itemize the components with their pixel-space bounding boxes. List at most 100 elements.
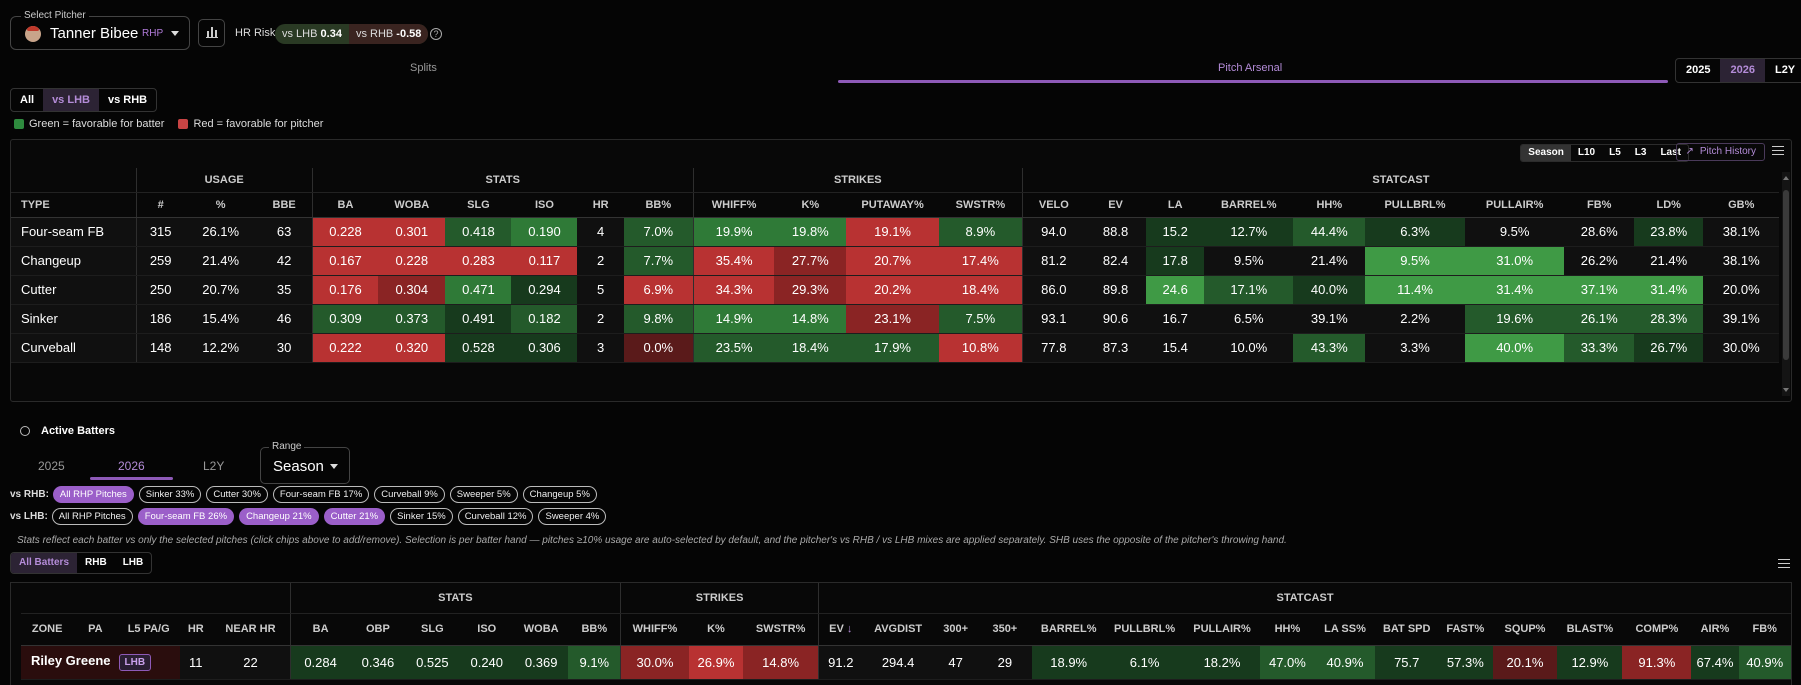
bar-chart-button[interactable] <box>198 19 225 47</box>
tab-pitch-arsenal[interactable]: Pitch Arsenal <box>1218 62 1283 74</box>
col-bat-spd[interactable]: BAT SPD <box>1375 613 1439 646</box>
col-ba[interactable]: BA <box>289 613 351 646</box>
col-pullbrlpct[interactable]: PULLBRL% <box>1365 192 1465 218</box>
col-slg[interactable]: SLG <box>445 192 512 218</box>
col-swstrpct[interactable]: SWSTR% <box>938 192 1023 218</box>
batter-filter-lhb[interactable]: LHB <box>122 557 144 568</box>
batter-name[interactable]: Riley Greene <box>31 653 111 668</box>
period-season[interactable]: Season <box>1521 145 1571 161</box>
chip-all-rhp-pitches[interactable]: All RHP Pitches <box>51 508 133 525</box>
col-hr[interactable]: HR <box>577 192 624 218</box>
col-barrelpct[interactable]: BARREL% <box>1032 613 1106 646</box>
chip-all-rhp-pitches[interactable]: All RHP Pitches <box>52 486 134 503</box>
col-near-hr[interactable]: NEAR HR <box>211 613 290 646</box>
chip-cutter-21pct[interactable]: Cutter 21% <box>323 508 386 525</box>
col-type[interactable]: TYPE <box>11 192 137 218</box>
col-bbpct[interactable]: BB% <box>568 613 621 646</box>
chip-sinker-15pct[interactable]: Sinker 15% <box>390 508 453 525</box>
col-swstrpct[interactable]: SWSTR% <box>743 613 819 646</box>
batter-filter-rhb[interactable]: RHB <box>85 557 107 568</box>
chip-sweeper-4pct[interactable]: Sweeper 4% <box>538 508 607 525</box>
col-airpct[interactable]: AIR% <box>1691 613 1739 646</box>
col-blastpct[interactable]: BLAST% <box>1557 613 1623 646</box>
chip-four-seam-fb-26pct[interactable]: Four-seam FB 26% <box>137 508 235 525</box>
period-last[interactable]: Last <box>1660 147 1681 158</box>
scrollbar[interactable] <box>1782 172 1790 396</box>
col-woba[interactable]: WOBA <box>513 613 569 646</box>
table-row[interactable]: Curveball 148 12.2% 30 0.222 0.320 0.528 0.306 3… <box>11 333 1779 363</box>
col-la-sspct[interactable]: LA SS% <box>1314 613 1376 646</box>
col-bbe[interactable]: BBE <box>256 192 313 218</box>
col-avgdist[interactable]: AVGDIST <box>862 613 934 646</box>
table-row[interactable]: Riley Greene LHB 11 22 0.284 0.346 0.525 0.240 0… <box>21 645 1791 680</box>
col-kpct[interactable]: K% <box>688 613 744 646</box>
chip-four-seam-fb-17pct[interactable]: Four-seam FB 17% <box>272 486 370 503</box>
year-l2y[interactable]: L2Y <box>1774 64 1796 76</box>
col-ba[interactable]: BA <box>311 192 379 218</box>
chip-changeup-21pct[interactable]: Changeup 21% <box>239 508 319 525</box>
col-ldpct[interactable]: LD% <box>1633 192 1704 218</box>
col-whiffpct[interactable]: WHIFF% <box>692 192 775 218</box>
settings-sliders-icon[interactable] <box>1778 559 1790 569</box>
col-300[interactable]: 300+ <box>933 613 978 646</box>
col-zone[interactable]: ZONE <box>21 613 74 646</box>
period-l5[interactable]: L5 <box>1609 147 1621 158</box>
col-kpct[interactable]: K% <box>774 192 847 218</box>
hand-vs-lhb[interactable]: vs LHB <box>43 89 99 111</box>
col-hr[interactable]: HR <box>180 613 212 646</box>
chip-cutter-30pct[interactable]: Cutter 30% <box>206 486 268 503</box>
col-[interactable]: # <box>135 192 185 218</box>
col-putawaypct[interactable]: PUTAWAY% <box>846 192 939 218</box>
settings-sliders-icon[interactable] <box>1772 146 1784 156</box>
help-icon[interactable]: ? <box>430 28 442 40</box>
year-2026[interactable]: 2026 <box>1720 59 1765 82</box>
col-pullairpct[interactable]: PULLAIR% <box>1464 192 1565 218</box>
batter-filter-all-batters[interactable]: All Batters <box>11 553 78 573</box>
col-pct[interactable]: % <box>184 192 257 218</box>
chip-curveball-9pct[interactable]: Curveball 9% <box>374 486 445 503</box>
col-barrelpct[interactable]: BARREL% <box>1204 192 1294 218</box>
col-whiffpct[interactable]: WHIFF% <box>620 613 689 646</box>
col-ev[interactable]: EV ↓ <box>818 613 863 646</box>
col-pullairpct[interactable]: PULLAIR% <box>1183 613 1261 646</box>
hand-all[interactable]: All <box>20 94 35 106</box>
chip-sinker-33pct[interactable]: Sinker 33% <box>138 486 202 503</box>
col-obp[interactable]: OBP <box>350 613 406 646</box>
pitcher-select[interactable]: Select Pitcher Tanner Bibee RHP <box>10 10 190 50</box>
col-squppct[interactable]: SQUP% <box>1492 613 1558 646</box>
table-row[interactable]: Sinker 186 15.4% 46 0.309 0.373 0.491 0.182 2 9.8… <box>11 304 1779 334</box>
hand-vs-rhb[interactable]: vs RHB <box>107 94 148 106</box>
col-hhpct[interactable]: HH% <box>1260 613 1315 646</box>
col-fastpct[interactable]: FAST% <box>1438 613 1493 646</box>
col-hhpct[interactable]: HH% <box>1293 192 1366 218</box>
col-iso[interactable]: ISO <box>511 192 578 218</box>
range-select[interactable]: Range Season <box>260 441 350 484</box>
table-row[interactable]: Cutter 250 20.7% 35 0.176 0.304 0.471 0.294 5 6.9… <box>11 275 1779 305</box>
batters-tab-l2y[interactable]: L2Y <box>203 459 225 473</box>
col-ev[interactable]: EV <box>1084 192 1147 218</box>
table-row[interactable]: Changeup 259 21.4% 42 0.167 0.228 0.283 0.117 2 7… <box>11 246 1779 276</box>
period-l3[interactable]: L3 <box>1634 147 1647 158</box>
col-velo[interactable]: VELO <box>1021 192 1085 218</box>
col-bbpct[interactable]: BB% <box>623 192 694 218</box>
col-l5-pa-g[interactable]: L5 PA/G <box>117 613 181 646</box>
col-fbpct[interactable]: FB% <box>1564 192 1634 218</box>
chip-changeup-5pct[interactable]: Changeup 5% <box>522 486 597 503</box>
chip-curveball-12pct[interactable]: Curveball 12% <box>457 508 534 525</box>
chip-sweeper-5pct[interactable]: Sweeper 5% <box>449 486 518 503</box>
col-la[interactable]: LA <box>1146 192 1205 218</box>
col-woba[interactable]: WOBA <box>378 192 446 218</box>
col-pa[interactable]: PA <box>73 613 118 646</box>
col-fbpct[interactable]: FB% <box>1738 613 1791 646</box>
col-slg[interactable]: SLG <box>405 613 460 646</box>
year-2025[interactable]: 2025 <box>1686 64 1711 76</box>
col-350[interactable]: 350+ <box>977 613 1033 646</box>
period-l10[interactable]: L10 <box>1577 147 1596 158</box>
tab-splits[interactable]: Splits <box>410 62 437 74</box>
pitch-history-button[interactable]: ↗ Pitch History <box>1676 143 1765 161</box>
batters-tab-2026[interactable]: 2026 <box>118 459 145 473</box>
col-iso[interactable]: ISO <box>459 613 514 646</box>
col-pullbrlpct[interactable]: PULLBRL% <box>1105 613 1184 646</box>
col-comppct[interactable]: COMP% <box>1622 613 1692 646</box>
batters-tab-2025[interactable]: 2025 <box>38 459 65 473</box>
